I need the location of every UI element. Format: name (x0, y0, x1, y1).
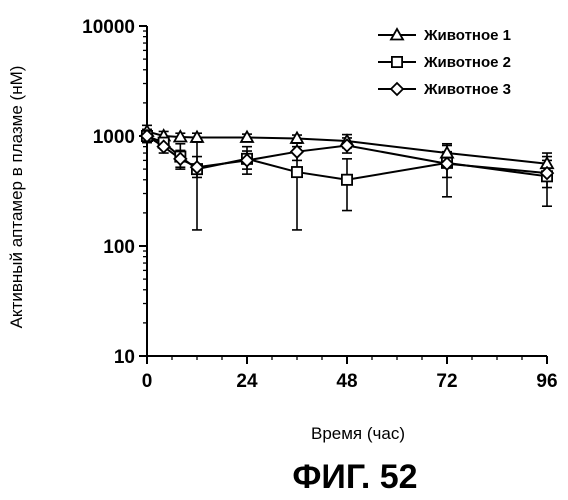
series-3-point (291, 146, 303, 158)
x-tick-label: 96 (536, 371, 557, 392)
y-tick-label: 10000 (82, 17, 135, 38)
figure-caption: ФИГ. 52 (292, 458, 417, 496)
x-tick-label: 24 (236, 371, 258, 392)
x-tick-label: 72 (436, 371, 457, 392)
data-markers (141, 125, 553, 184)
y-axis-title: Активный аптамер в плазме (нМ) (7, 66, 26, 329)
legend-item-3-label: Животное 3 (423, 81, 511, 98)
y-tick-label: 100 (103, 237, 135, 258)
x-axis-title: Время (час) (311, 424, 405, 443)
legend-item-3-marker (391, 83, 403, 95)
legend-item-2-marker (392, 57, 402, 67)
legend: Животное 1 Животное 2 Животное 3 (378, 27, 511, 98)
x-tick-label: 0 (142, 371, 153, 392)
series-2-point (292, 167, 302, 177)
x-tick-label: 48 (336, 371, 357, 392)
y-tick-label: 1000 (93, 127, 135, 148)
y-tick-label: 10 (114, 347, 135, 368)
legend-item-2-label: Животное 2 (423, 54, 511, 71)
legend-item-1-label: Животное 1 (423, 27, 511, 44)
series-2-point (342, 175, 352, 185)
axes: 10 100 1000 10000 0 24 48 72 96 (82, 17, 557, 392)
